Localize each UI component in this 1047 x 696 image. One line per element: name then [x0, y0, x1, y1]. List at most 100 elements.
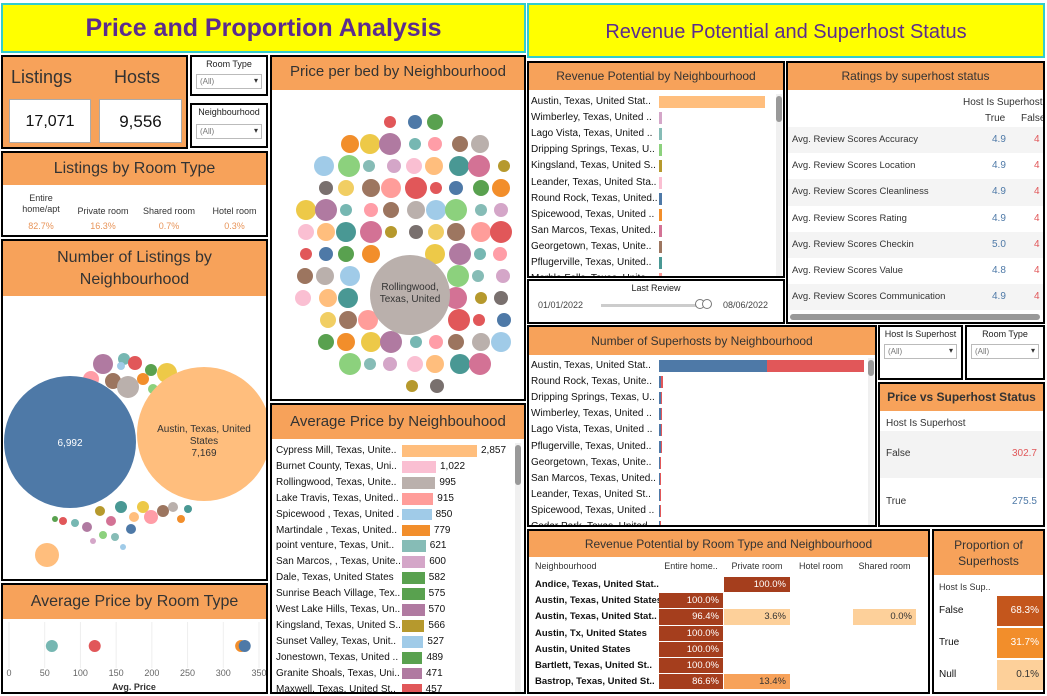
neighbourhood-label: Spicewood, Texas, United ..	[531, 504, 655, 516]
neighbourhood-select[interactable]: (All) ▾	[196, 124, 262, 139]
neighbourhood-label: Andice, Texas, United Stat..	[535, 579, 659, 590]
revenue-bar	[659, 273, 662, 276]
small-bubble	[383, 357, 397, 371]
price-value: 489	[426, 651, 444, 663]
rating-label: Avg. Review Scores Rating	[792, 212, 907, 224]
bubble-group: Austin, Texas, United States 7,169	[137, 367, 266, 501]
price-point	[238, 640, 251, 652]
x-tick-label: 50	[40, 668, 50, 678]
hosts-label: Hosts	[114, 67, 161, 87]
small-bubble	[362, 245, 380, 263]
superhost-select[interactable]: (All) ▾	[884, 344, 957, 359]
room-type-filter-right[interactable]: Room Type (All) ▾	[965, 325, 1045, 380]
small-bubble	[137, 501, 149, 513]
listings-by-neighbourhood-title: Number of Listings by Neighbourhood	[3, 241, 266, 296]
small-bubble	[106, 516, 116, 526]
small-bubble	[427, 114, 443, 130]
horizontal-scrollbar[interactable]	[790, 314, 1040, 320]
chevron-down-icon: ▾	[1030, 346, 1035, 355]
price-bar	[402, 445, 477, 457]
small-bubble	[339, 311, 357, 329]
bubble-mark	[137, 367, 266, 501]
superhost-bar-false	[660, 440, 662, 453]
room-type-filter-label: Room Type	[206, 59, 252, 69]
superhost-bar-true	[659, 376, 662, 389]
neighbourhood-label: Round Rock, Texas, Unite..	[531, 376, 652, 388]
heatmap-cell: 96.4%	[659, 609, 723, 625]
ratings-row: Avg. Review Scores Location 4.9 4	[788, 153, 1043, 180]
price-value: 600	[429, 556, 446, 568]
chevron-down-icon: ▾	[253, 76, 258, 85]
small-bubble	[405, 177, 427, 199]
small-bubble	[429, 335, 443, 349]
neighbourhood-label: point venture, Texas, Unit..	[276, 540, 395, 552]
small-bubble	[145, 364, 157, 376]
column-header: Shared room	[858, 561, 911, 571]
small-bubble	[452, 136, 468, 152]
bubble-mark	[370, 255, 450, 335]
revenue-bar	[659, 128, 662, 141]
superhost-filter[interactable]: Host Is Superhost (All) ▾	[878, 325, 963, 380]
rating-label: Avg. Review Scores Accuracy	[792, 134, 919, 145]
ratings-table: Avg. Review Scores Accuracy 4.9 4 Avg. Revi…	[788, 127, 1043, 311]
heatmap-cell	[659, 577, 723, 592]
small-bubble	[95, 506, 105, 516]
price-vs-superhost-label: False	[886, 448, 911, 459]
heatmap-cell	[724, 642, 790, 657]
small-bubble	[472, 270, 484, 282]
revenue-bar	[659, 192, 662, 205]
proportion-label: Null	[939, 669, 957, 680]
neighbourhood-label: Jonestown, Texas, United ..	[276, 651, 399, 663]
room-type-filter[interactable]: Room Type (All) ▾	[190, 55, 268, 96]
listings-by-room-type-title: Listings by Room Type	[3, 153, 266, 185]
revenue-bar	[659, 208, 662, 221]
x-tick-label: 250	[180, 668, 195, 678]
heatmap-cell	[791, 609, 851, 624]
neighbourhood-label: San Marcos, , Texas, Unite..	[276, 556, 400, 568]
neighbourhood-label: Cypress Mill, Texas, Unite..	[276, 445, 397, 456]
room-type-header: Shared room	[142, 206, 196, 216]
revenue-room-type-panel: Revenue Potential by Room Type and Neigh…	[527, 529, 930, 694]
scrollbar[interactable]	[776, 94, 782, 276]
revenue-bar	[659, 96, 765, 109]
date-slider-handle[interactable]	[702, 299, 712, 309]
superhosts-neighbourhood-chart: Austin, Texas, United Stat.. Round Rock, …	[529, 358, 867, 525]
small-bubble	[319, 247, 333, 261]
small-bubble	[475, 204, 487, 216]
small-bubble	[361, 332, 381, 352]
scrollbar[interactable]	[515, 443, 521, 692]
neighbourhood-filter[interactable]: Neighbourhood (All) ▾	[190, 103, 268, 148]
price-bar	[402, 588, 425, 600]
heatmap-cell	[853, 593, 916, 608]
neighbourhood-label: Austin, Texas, United Stat..	[531, 96, 651, 107]
heatmap-cell	[791, 593, 851, 608]
room-type-header: Private room	[77, 206, 129, 216]
price-point	[45, 640, 58, 652]
superhost-bar-false	[660, 504, 662, 517]
price-value: 850	[435, 508, 453, 520]
proportion-superhosts-title: Proportion of Superhosts	[934, 531, 1043, 575]
neighbourhood-label: Spicewood , Texas, United ..	[276, 508, 400, 520]
rating-true-value: 4.9	[992, 186, 1006, 198]
small-bubble	[407, 201, 425, 219]
revenue-bar	[659, 240, 662, 253]
avg-price-room-type-panel: Average Price by Room Type 0 50 100 150 200 2…	[1, 583, 268, 694]
revenue-potential-neighbourhood-title: Revenue Potential by Neighbourhood	[529, 63, 783, 90]
chevron-down-icon: ▾	[948, 346, 953, 355]
rating-true-value: 4.9	[992, 291, 1006, 303]
heatmap-cell	[791, 674, 851, 689]
last-review-filter[interactable]: Last Review 01/01/2022 08/06/2022	[527, 279, 785, 324]
heatmap-cell	[724, 658, 790, 673]
superhost-bar-true	[659, 504, 661, 517]
price-bar	[402, 492, 434, 505]
scrollbar[interactable]	[868, 358, 874, 525]
hosts-value: 9,556	[119, 112, 162, 131]
listings-label: Listings	[11, 67, 73, 87]
small-bubble	[363, 160, 375, 172]
room-type-select[interactable]: (All) ▾	[196, 74, 262, 89]
proportion-superhosts-panel: Proportion of Superhosts Host Is Sup.. F…	[932, 529, 1045, 694]
date-slider-track[interactable]	[601, 304, 711, 307]
price-value: 457	[425, 683, 443, 694]
price-bar	[402, 524, 430, 537]
room-type-select-right[interactable]: (All) ▾	[971, 344, 1039, 359]
